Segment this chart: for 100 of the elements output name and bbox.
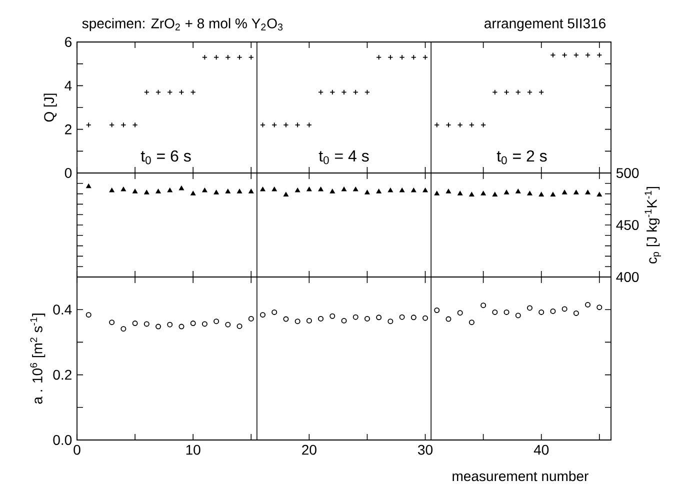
- y-tick-label: 2: [65, 124, 72, 134]
- x-tick-label: 0: [74, 444, 80, 455]
- point: [388, 188, 393, 192]
- point: [422, 315, 428, 321]
- point: [585, 302, 591, 308]
- point: [422, 54, 428, 60]
- point: [167, 89, 173, 95]
- point: [284, 192, 288, 196]
- point: [504, 190, 509, 194]
- y-axis-title: Q [J]: [44, 94, 57, 122]
- point: [156, 89, 162, 95]
- y-tick-label: 450: [616, 220, 639, 230]
- point: [353, 186, 358, 192]
- point: [330, 89, 336, 95]
- point: [492, 89, 498, 95]
- point: [330, 313, 336, 319]
- point: [596, 304, 602, 310]
- y-tick-label: 500: [616, 168, 639, 178]
- x-tick-label: 30: [418, 444, 433, 455]
- point: [352, 89, 358, 95]
- point: [434, 191, 440, 196]
- point: [202, 188, 208, 192]
- point: [411, 188, 416, 192]
- point: [492, 309, 498, 315]
- point: [376, 54, 382, 60]
- y-axis-title: c$_{p}$ [J kg$^{-1}$K$^{-1}$]: [644, 186, 661, 264]
- point: [352, 314, 358, 320]
- annotation: t$_{0}$ = 2 s: [496, 150, 547, 164]
- point: [225, 188, 230, 194]
- point: [318, 89, 324, 95]
- point: [190, 191, 196, 196]
- point: [225, 322, 231, 328]
- point: [202, 54, 208, 60]
- point: [516, 188, 521, 194]
- annotation: t$_{0}$ = 6 s: [140, 150, 191, 164]
- point: [341, 318, 347, 324]
- point: [596, 192, 602, 196]
- point: [468, 320, 474, 326]
- point: [295, 188, 300, 192]
- point: [318, 316, 324, 322]
- point: [574, 190, 579, 194]
- point: [562, 306, 568, 312]
- point: [132, 188, 138, 194]
- point: [202, 321, 208, 327]
- point: [132, 320, 138, 326]
- point: [306, 318, 312, 324]
- point: [86, 312, 92, 318]
- point: [400, 188, 404, 192]
- point: [190, 89, 196, 95]
- point: [538, 309, 544, 315]
- point: [492, 192, 498, 196]
- point: [260, 312, 266, 318]
- point: [318, 186, 324, 192]
- point: [458, 191, 463, 196]
- point: [364, 316, 370, 322]
- point: [272, 186, 277, 192]
- point: [121, 186, 126, 192]
- point: [178, 324, 184, 330]
- point: [504, 309, 510, 315]
- annotation: t$_{0}$ = 4 s: [318, 150, 369, 164]
- y-tick-label: 0: [64, 168, 72, 178]
- point: [283, 316, 289, 322]
- point: [306, 186, 312, 192]
- point: [422, 188, 428, 192]
- point: [342, 186, 346, 192]
- point: [399, 314, 405, 320]
- y-tick-label: 0.2: [53, 370, 72, 380]
- point: [237, 188, 242, 194]
- point: [167, 188, 172, 192]
- point: [190, 320, 196, 326]
- point: [272, 309, 278, 315]
- point: [410, 314, 416, 320]
- point: [388, 54, 394, 60]
- point: [248, 54, 254, 60]
- chart-subtitle: arrangement 5II316: [484, 18, 606, 32]
- point: [86, 184, 92, 188]
- point: [364, 89, 370, 95]
- y-tick-label: 0.4: [53, 304, 72, 315]
- point: [480, 191, 486, 196]
- point: [109, 188, 114, 192]
- y-tick-label: 4: [64, 80, 72, 90]
- point: [469, 192, 474, 196]
- point: [480, 302, 486, 308]
- point: [457, 310, 463, 316]
- point: [167, 322, 173, 328]
- chart-title: specimen: ZrO$_{2}$ + 8 mol % Y$_{2}$O$_{3}$: [82, 18, 283, 32]
- x-tick-label: 10: [186, 444, 200, 455]
- point: [330, 188, 335, 194]
- point: [446, 188, 451, 194]
- point: [214, 190, 219, 194]
- point: [446, 316, 452, 322]
- point: [214, 54, 220, 60]
- point: [179, 186, 184, 190]
- y-tick-label: 0.0: [53, 435, 72, 445]
- point: [144, 321, 150, 327]
- point: [550, 308, 556, 314]
- point: [120, 326, 126, 332]
- point: [538, 192, 544, 196]
- point: [538, 89, 544, 95]
- point: [410, 54, 416, 60]
